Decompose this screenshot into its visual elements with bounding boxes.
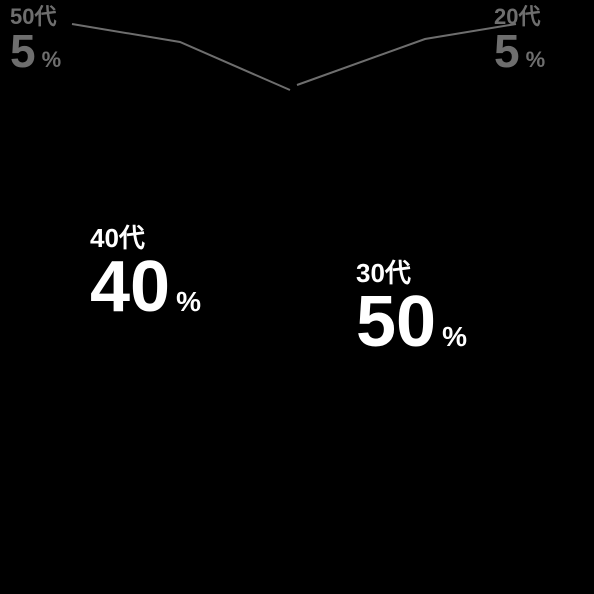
unit-40s: % xyxy=(176,288,201,316)
leader-50s xyxy=(72,24,290,90)
value-40s: 40 xyxy=(90,251,170,323)
unit-50s: % xyxy=(42,49,62,71)
callout-20s: 20代 5 % xyxy=(494,6,545,74)
value-row-40s: 40 % xyxy=(90,251,201,323)
value-row-20s: 5 % xyxy=(494,28,545,74)
callout-30s: 30代 50 % xyxy=(356,260,467,358)
unit-30s: % xyxy=(442,323,467,351)
callout-50s: 50代 5 % xyxy=(10,6,61,74)
leader-20s xyxy=(297,24,516,85)
value-row-30s: 50 % xyxy=(356,286,467,358)
value-30s: 50 xyxy=(356,286,436,358)
pie-callout-chart: 50代 5 % 20代 5 % 40代 40 % 30代 50 % xyxy=(0,0,594,594)
value-50s: 5 xyxy=(10,28,36,74)
callout-40s: 40代 40 % xyxy=(90,225,201,323)
value-row-50s: 5 % xyxy=(10,28,61,74)
value-20s: 5 xyxy=(494,28,520,74)
unit-20s: % xyxy=(526,49,546,71)
